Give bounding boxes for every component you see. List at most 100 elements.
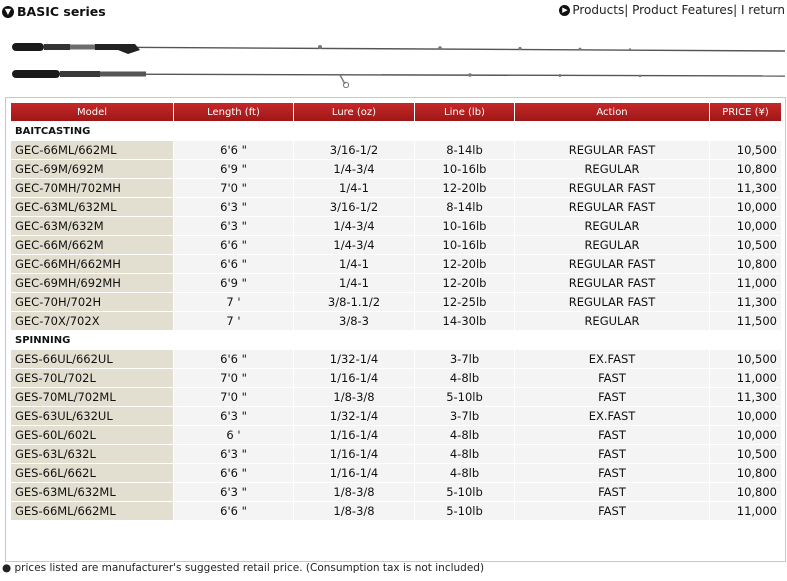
line-cell: 4-8lb xyxy=(415,445,514,463)
length-cell: 6'3 " xyxy=(174,217,293,235)
column-header-length: Length (ft) xyxy=(174,103,293,121)
line-cell: 4-8lb xyxy=(415,369,514,387)
length-cell: 7 ' xyxy=(174,312,293,330)
line-cell: 12-20lb xyxy=(415,274,514,292)
column-header-action: Action xyxy=(515,103,709,121)
price-cell: 10,500 xyxy=(710,445,781,463)
price-cell: 11,300 xyxy=(710,388,781,406)
action-cell: REGULAR FAST xyxy=(515,293,709,311)
lure-cell: 1/4-1 xyxy=(294,255,414,273)
lure-cell: 1/32-1/4 xyxy=(294,407,414,425)
action-cell: FAST xyxy=(515,502,709,520)
model-cell: GEC-66ML/662ML xyxy=(11,141,173,159)
model-cell: GES-60L/602L xyxy=(11,426,173,444)
table-row: GEC-66MH/662MH 6'6 " 1/4-1 12-20lb REGULAR F… xyxy=(11,255,781,273)
line-cell: 5-10lb xyxy=(415,388,514,406)
spec-table: Model Length (ft) Lure (oz) Line (lb) Ac… xyxy=(10,102,782,521)
line-cell: 5-10lb xyxy=(415,483,514,501)
action-cell: REGULAR xyxy=(515,236,709,254)
section-header-spinning: SPINNING xyxy=(11,331,781,349)
action-cell: REGULAR xyxy=(515,312,709,330)
length-cell: 6'3 " xyxy=(174,483,293,501)
price-cell: 11,000 xyxy=(710,369,781,387)
model-cell: GES-63ML/632ML xyxy=(11,483,173,501)
line-cell: 8-14lb xyxy=(415,198,514,216)
line-cell: 12-20lb xyxy=(415,179,514,197)
action-cell: REGULAR FAST xyxy=(515,274,709,292)
line-cell: 4-8lb xyxy=(415,464,514,482)
column-header-line: Line (lb) xyxy=(415,103,514,121)
table-row: GES-66L/662L 6'6 " 1/16-1/4 4-8lb FAST 10,800 xyxy=(11,464,781,482)
price-cell: 11,000 xyxy=(710,502,781,520)
length-cell: 6'3 " xyxy=(174,445,293,463)
model-cell: GEC-70X/702X xyxy=(11,312,173,330)
series-title: ▼ BASIC series xyxy=(2,4,106,19)
lure-cell: 1/4-1 xyxy=(294,274,414,292)
spec-table-container: Model Length (ft) Lure (oz) Line (lb) Ac… xyxy=(5,97,786,562)
table-header-row: Model Length (ft) Lure (oz) Line (lb) Ac… xyxy=(11,103,781,121)
action-cell: REGULAR FAST xyxy=(515,255,709,273)
action-cell: FAST xyxy=(515,426,709,444)
line-cell: 10-16lb xyxy=(415,160,514,178)
model-cell: GES-63L/632L xyxy=(11,445,173,463)
table-row: GEC-70MH/702MH 7'0 " 1/4-1 12-20lb REGULAR F… xyxy=(11,179,781,197)
action-cell: REGULAR FAST xyxy=(515,179,709,197)
length-cell: 6'6 " xyxy=(174,255,293,273)
chevron-right-icon[interactable]: ▶ xyxy=(559,4,571,16)
length-cell: 6'6 " xyxy=(174,502,293,520)
line-cell: 3-7lb xyxy=(415,407,514,425)
spinning-rod-image xyxy=(12,70,786,89)
action-cell: EX.FAST xyxy=(515,350,709,368)
price-cell: 11,300 xyxy=(710,293,781,311)
column-header-price: PRICE (¥) xyxy=(710,103,781,121)
line-cell: 3-7lb xyxy=(415,350,514,368)
action-cell: EX.FAST xyxy=(515,407,709,425)
chevron-down-icon: ▼ xyxy=(2,5,14,18)
price-cell: 10,800 xyxy=(710,464,781,482)
footnote-text: prices listed are manufacturer's suggest… xyxy=(14,562,485,574)
table-row: GEC-70H/702H 7 ' 3/8-1.1/2 12-25lb REGULAR F… xyxy=(11,293,781,311)
action-cell: REGULAR FAST xyxy=(515,141,709,159)
price-cell: 11,000 xyxy=(710,274,781,292)
bullet-icon: ● xyxy=(2,562,12,574)
lure-cell: 1/4-3/4 xyxy=(294,236,414,254)
length-cell: 6'6 " xyxy=(174,141,293,159)
table-row: GEC-69MH/692MH 6'9 " 1/4-1 12-20lb REGULAR F… xyxy=(11,274,781,292)
table-row: GES-60L/602L 6 ' 1/16-1/4 4-8lb FAST 10,000 xyxy=(11,426,781,444)
length-cell: 7 ' xyxy=(174,293,293,311)
price-cell: 10,500 xyxy=(710,350,781,368)
baitcasting-rod-image xyxy=(12,43,786,54)
model-cell: GEC-69M/692M xyxy=(11,160,173,178)
price-cell: 10,000 xyxy=(710,426,781,444)
price-cell: 10,500 xyxy=(710,141,781,159)
nav-products-link[interactable]: Products xyxy=(572,3,625,17)
line-cell: 5-10lb xyxy=(415,502,514,520)
model-cell: GES-66L/662L xyxy=(11,464,173,482)
line-cell: 10-16lb xyxy=(415,217,514,235)
footnote: ● prices listed are manufacturer's sugge… xyxy=(2,562,484,574)
length-cell: 6'6 " xyxy=(174,350,293,368)
lure-cell: 3/16-1/2 xyxy=(294,141,414,159)
line-cell: 8-14lb xyxy=(415,141,514,159)
action-cell: REGULAR xyxy=(515,217,709,235)
rod-images xyxy=(12,43,786,89)
price-cell: 10,800 xyxy=(710,483,781,501)
action-cell: FAST xyxy=(515,388,709,406)
table-row: GES-63UL/632UL 6'3 " 1/32-1/4 3-7lb EX.FAST 1… xyxy=(11,407,781,425)
table-row: GES-70L/702L 7'0 " 1/16-1/4 4-8lb FAST 11,000 xyxy=(11,369,781,387)
action-cell: FAST xyxy=(515,369,709,387)
table-body: BAITCASTING GEC-66ML/662ML 6'6 " 3/16-1/2 8-… xyxy=(11,122,781,520)
price-cell: 10,000 xyxy=(710,407,781,425)
price-cell: 10,000 xyxy=(710,198,781,216)
length-cell: 6'9 " xyxy=(174,160,293,178)
nav-return-link[interactable]: I return xyxy=(740,3,785,17)
nav-features-link[interactable]: Product Features xyxy=(632,3,734,17)
table-row: GEC-69M/692M 6'9 " 1/4-3/4 10-16lb REGULAR 10… xyxy=(11,160,781,178)
table-row: GES-63L/632L 6'3 " 1/16-1/4 4-8lb FAST 10,500 xyxy=(11,445,781,463)
table-row: GEC-66ML/662ML 6'6 " 3/16-1/2 8-14lb REGULAR… xyxy=(11,141,781,159)
price-cell: 10,800 xyxy=(710,255,781,273)
lure-cell: 1/32-1/4 xyxy=(294,350,414,368)
page-header: ▼ BASIC series ▶ Products | Product Feat… xyxy=(0,0,787,24)
price-cell: 11,300 xyxy=(710,179,781,197)
lure-cell: 1/8-3/8 xyxy=(294,502,414,520)
